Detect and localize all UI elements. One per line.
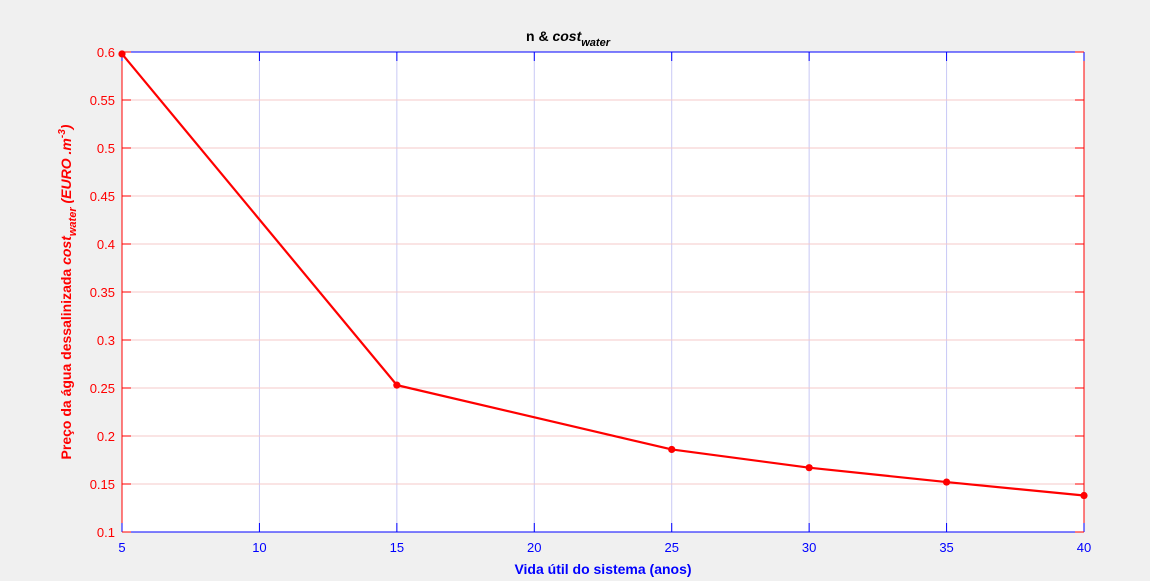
x-tick-label: 40 <box>1077 540 1091 555</box>
x-tick-label: 5 <box>118 540 125 555</box>
data-point <box>668 445 676 454</box>
chart-title: n & costwater <box>526 28 611 49</box>
data-point <box>118 50 126 58</box>
x-tick-label: 25 <box>664 540 678 555</box>
data-point <box>1080 491 1088 500</box>
x-tick-label: 30 <box>802 540 816 555</box>
series-line <box>121 53 1085 497</box>
y-tick-label: 0.35 <box>90 285 115 300</box>
y-tick-label: 0.45 <box>90 189 115 204</box>
y-tick-label: 0.1 <box>97 525 115 540</box>
y-tick-label: 0.4 <box>97 237 115 252</box>
x-tick-label: 35 <box>939 540 953 555</box>
x-tick-label: 15 <box>390 540 404 555</box>
grid <box>122 52 1084 532</box>
y-tick-label: 0.2 <box>97 429 115 444</box>
y-tick-label: 0.6 <box>97 45 115 60</box>
y-axis-label-unit-close: ) <box>58 124 74 131</box>
y-axis-label-subscript: water <box>67 207 79 236</box>
y-tick-label: 0.15 <box>90 477 115 492</box>
y-axis-label-superscript: -3 <box>57 129 68 138</box>
chart-title-italic: cost <box>552 28 582 44</box>
x-tick-label: 20 <box>527 540 541 555</box>
x-tick-label: 10 <box>252 540 266 555</box>
y-axis-label-unit-open: (EURO .m <box>58 138 74 207</box>
series-group <box>118 50 1088 500</box>
y-axis-label-cost: cost <box>58 235 74 265</box>
data-point <box>805 464 813 472</box>
data-point <box>393 381 401 389</box>
y-tick-label: 0.3 <box>97 333 115 348</box>
y-axis-label-prefix: Preço da água dessalinizada <box>58 265 74 460</box>
y-axis-label: Preço da água dessalinizada costwater (E… <box>57 124 79 459</box>
data-point <box>942 478 951 486</box>
y-tick-label: 0.5 <box>97 141 115 156</box>
y-tick-label: 0.25 <box>90 381 115 396</box>
ticks: 5 10 15 20 25 30 35 40 0.1 0.15 0.2 0.25 0.3 0.35 0.4 0… <box>90 45 1092 555</box>
x-axis-label: Vida útil do sistema (anos) <box>514 561 691 577</box>
chart-title-main: n & <box>526 28 552 44</box>
chart-title-subscript: water <box>581 37 610 49</box>
y-tick-label: 0.55 <box>90 93 115 108</box>
